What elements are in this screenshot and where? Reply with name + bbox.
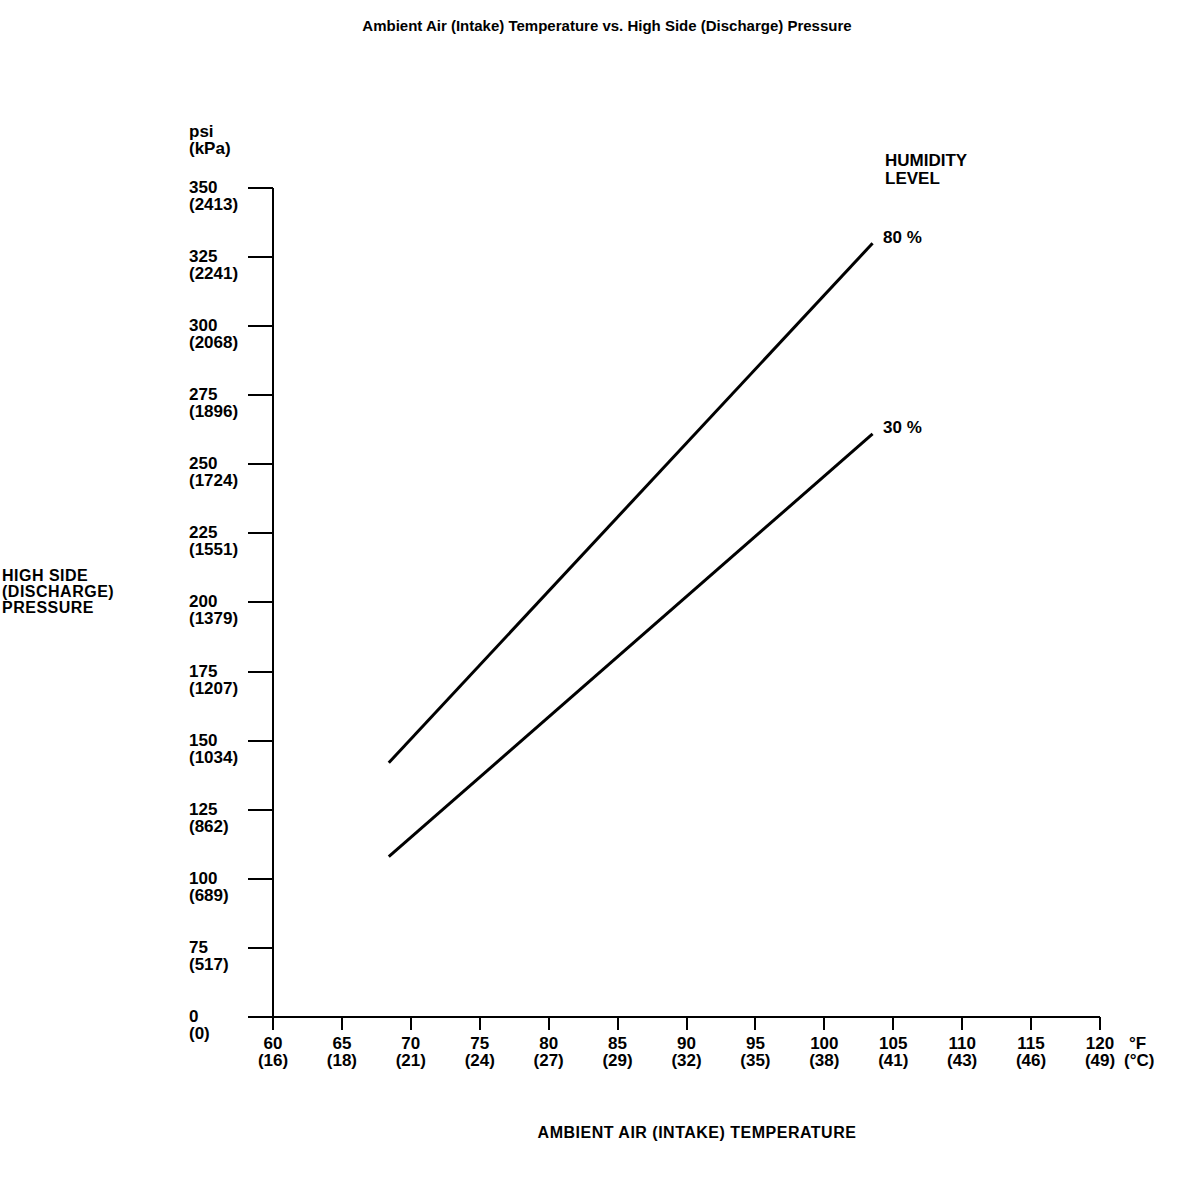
chart-canvas: Ambient Air (Intake) Temperature vs. Hig… bbox=[0, 0, 1184, 1182]
y-tick-label: 0(0) bbox=[189, 1008, 210, 1042]
series-line-30-percent bbox=[389, 434, 873, 857]
y-tick-label: 275(1896) bbox=[189, 386, 238, 420]
y-tick-label: 100(689) bbox=[189, 870, 229, 904]
y-tick-label: 325(2241) bbox=[189, 248, 238, 282]
y-tick-label: 150(1034) bbox=[189, 732, 238, 766]
y-tick-label: 350(2413) bbox=[189, 179, 238, 213]
x-tick-label: 100(38) bbox=[809, 1035, 839, 1069]
x-tick-label: 85(29) bbox=[602, 1035, 632, 1069]
x-tick-label: 115(46) bbox=[1016, 1035, 1046, 1069]
y-tick-label: 300(2068) bbox=[189, 317, 238, 351]
x-tick-label: 70(21) bbox=[396, 1035, 426, 1069]
plot-area bbox=[0, 0, 1184, 1182]
series-line-80-percent bbox=[389, 243, 873, 763]
x-tick-label: 110(43) bbox=[947, 1035, 977, 1069]
y-tick-label: 175(1207) bbox=[189, 663, 238, 697]
x-tick-label: 75(24) bbox=[465, 1035, 495, 1069]
x-tick-label: 105(41) bbox=[878, 1035, 908, 1069]
y-tick-label: 75(517) bbox=[189, 939, 229, 973]
y-tick-label: 125(862) bbox=[189, 801, 229, 835]
x-tick-label: 95(35) bbox=[740, 1035, 770, 1069]
x-tick-label: 90(32) bbox=[671, 1035, 701, 1069]
x-tick-label: 120(49) bbox=[1085, 1035, 1115, 1069]
y-tick-label: 250(1724) bbox=[189, 455, 238, 489]
x-tick-label: 65(18) bbox=[327, 1035, 357, 1069]
y-tick-label: 225(1551) bbox=[189, 524, 238, 558]
x-tick-label: 80(27) bbox=[534, 1035, 564, 1069]
x-tick-label: 60(16) bbox=[258, 1035, 288, 1069]
y-tick-label: 200(1379) bbox=[189, 593, 238, 627]
